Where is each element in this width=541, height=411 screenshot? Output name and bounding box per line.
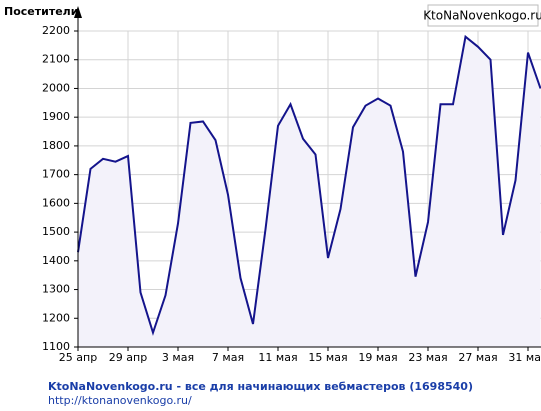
x-tick-label: 25 апр <box>59 351 97 364</box>
x-tick-label: 7 мая <box>212 351 244 364</box>
x-tick-label: 29 апр <box>109 351 147 364</box>
y-tick-label: 2000 <box>42 81 70 94</box>
footer-title: KtoNaNovenkogo.ru - все для начинающих в… <box>48 380 473 393</box>
footer-url: http://ktonanovenkogo.ru/ <box>48 394 192 407</box>
y-tick-label: 1500 <box>42 225 70 238</box>
x-tick-label: 3 мая <box>162 351 194 364</box>
y-tick-label: 2100 <box>42 53 70 66</box>
line-series <box>77 34 541 336</box>
y-tick-label: 1900 <box>42 110 70 123</box>
y-tick-label: 1100 <box>42 340 70 353</box>
watermark: KtoNaNovenkogo.ru <box>423 9 541 23</box>
y-axis-label: Посетители <box>4 5 78 18</box>
y-tick-label: 2200 <box>42 24 70 37</box>
x-tick-label: 31 мая <box>508 351 541 364</box>
x-tick-label: 19 мая <box>358 351 397 364</box>
x-tick-label: 23 мая <box>408 351 447 364</box>
y-tick-label: 1300 <box>42 283 70 296</box>
y-axis-arrow <box>74 6 82 18</box>
y-tick-label: 1400 <box>42 254 70 267</box>
area-fill <box>78 36 541 347</box>
y-tick-label: 1200 <box>42 311 70 324</box>
y-tick-label: 1800 <box>42 139 70 152</box>
watermark-box <box>427 4 539 27</box>
y-tick-label: 1700 <box>42 168 70 181</box>
y-tick-label: 1600 <box>42 196 70 209</box>
x-tick-label: 15 мая <box>308 351 347 364</box>
x-tick-label: 11 мая <box>258 351 297 364</box>
x-tick-label: 27 мая <box>458 351 497 364</box>
